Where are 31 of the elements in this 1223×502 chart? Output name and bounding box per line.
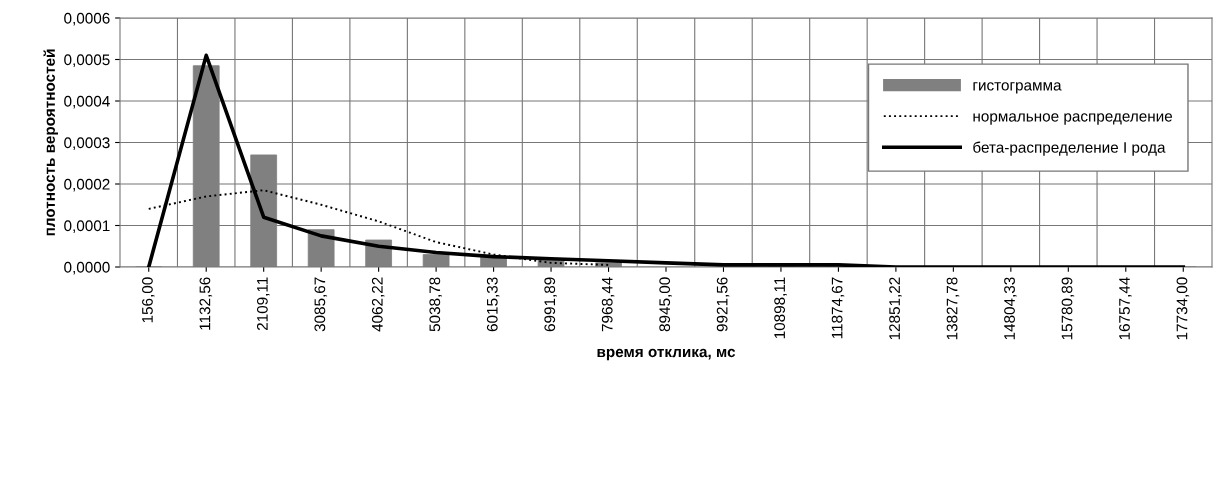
x-tick-label: 5038,78	[429, 277, 443, 332]
y-axis-title: плотность вероятностей	[43, 49, 58, 236]
y-tick-label: 0,0000	[64, 261, 110, 275]
y-tick-label: 0,0003	[64, 137, 110, 150]
x-tick-label: 9921,56	[716, 277, 730, 332]
x-tick-label: 8945,00	[659, 277, 672, 332]
x-tick-label: 1132,56	[199, 277, 213, 330]
y-tick-label: 0,0002	[64, 178, 110, 192]
x-tick-label: 2109,11	[256, 277, 270, 331]
legend-label: гистограмма	[973, 82, 1062, 94]
x-tick-label: 156,00	[142, 277, 155, 323]
x-tick-label: 6015,33	[486, 277, 500, 332]
y-tick-label: 0,0004	[64, 95, 110, 109]
legend-label: бета-распределение I рода	[973, 141, 1166, 156]
y-tick-label: 0,0001	[64, 220, 110, 233]
x-tick-label: 16757,44	[1119, 277, 1132, 340]
x-tick-label: 15780,89	[1061, 277, 1075, 340]
x-tick-label: 6991,89	[544, 277, 557, 332]
x-tick-label: 13827,78	[946, 277, 960, 340]
y-tick-label: 0,0006	[64, 12, 110, 26]
x-tick-label: 10898,11	[774, 277, 787, 339]
x-tick-label: 4062,22	[371, 277, 385, 332]
legend-label: нормальное распределение	[973, 113, 1173, 125]
x-tick-label: 14804,33	[1004, 277, 1017, 340]
x-axis-title: время отклика, мс	[597, 348, 736, 361]
x-tick-label: 7968,44	[601, 277, 615, 332]
y-tick-label: 0,0005	[64, 54, 110, 67]
x-tick-label: 11874,67	[831, 277, 845, 339]
x-tick-label: 3085,67	[314, 277, 328, 332]
x-tick-label: 12851,22	[889, 277, 902, 340]
x-tick-label: 17734,00	[1176, 277, 1190, 340]
